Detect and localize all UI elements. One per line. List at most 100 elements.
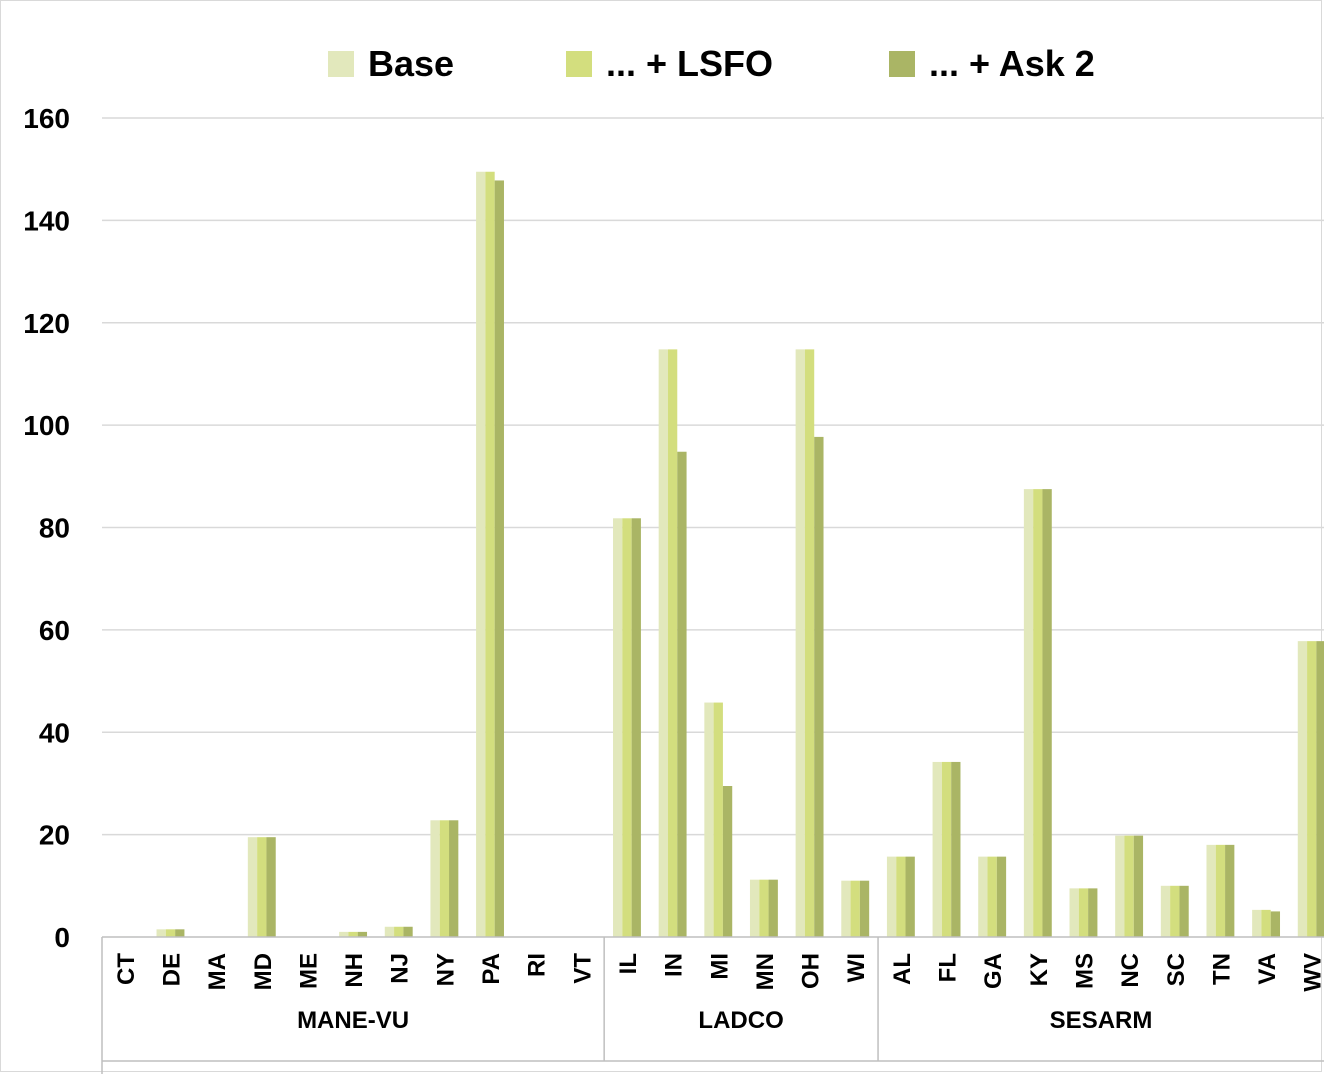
x-tick-label: FL: [935, 953, 962, 982]
x-tick-label: TN: [1208, 953, 1235, 985]
bar: [1206, 844, 1216, 937]
bar: [1078, 888, 1089, 937]
bar: [667, 349, 678, 937]
bar: [403, 926, 413, 937]
bar: [622, 518, 632, 937]
y-tick-label: 0: [54, 922, 70, 953]
bar: [257, 837, 267, 937]
bar: [1033, 489, 1043, 937]
bar: [996, 856, 1007, 937]
x-tick-label: NY: [432, 953, 459, 986]
bar: [1261, 909, 1271, 937]
bar: [1225, 844, 1235, 937]
bar: [677, 451, 687, 937]
bar: [713, 702, 723, 937]
bar: [430, 820, 440, 937]
legend-label-ask2: ... + Ask 2: [929, 43, 1095, 84]
bar: [1042, 489, 1052, 937]
x-tick-label: OH: [798, 953, 825, 989]
group-label: SESARM: [1050, 1007, 1153, 1034]
legend-item-lsfo: ... + LSFO: [566, 40, 773, 88]
x-tick-label: MS: [1071, 953, 1098, 989]
bar: [941, 761, 952, 937]
legend-label-base: Base: [368, 43, 455, 84]
bar: [859, 880, 870, 937]
bar: [768, 879, 778, 937]
x-tick-label: IN: [661, 953, 688, 977]
x-tick-label: VA: [1254, 953, 1281, 985]
bar: [1088, 888, 1098, 937]
x-tick-label: ME: [295, 953, 322, 989]
y-tick-label: 20: [39, 820, 70, 851]
x-tick-label: MA: [204, 953, 231, 990]
y-tick-label: 100: [23, 410, 70, 441]
bar: [704, 702, 714, 937]
x-tick-label: NC: [1117, 953, 1144, 988]
axes: 0 20 40 60 80 100 120 140 160 CT DE MA MD ME NH NJ NY PA R…: [23, 103, 1324, 1074]
x-tick-label: CT: [113, 953, 140, 985]
bar: [1252, 909, 1262, 937]
bar: [156, 929, 166, 937]
bar: [749, 879, 760, 937]
y-tick-label: 120: [23, 308, 70, 339]
y-tick-label: 160: [23, 103, 70, 134]
bar: [439, 820, 450, 937]
legend-label-lsfo: ... + LSFO: [606, 43, 774, 84]
x-tick-label: MN: [752, 953, 779, 990]
x-tick-label: MI: [706, 953, 733, 980]
bar: [905, 856, 915, 937]
bar: [494, 180, 504, 937]
bar: [266, 837, 276, 937]
x-tick-label: PA: [478, 953, 505, 985]
bar: [175, 929, 185, 937]
bar: [987, 856, 997, 937]
bar: [1270, 911, 1281, 937]
bar: [613, 518, 623, 937]
group-label: LADCO: [698, 1007, 783, 1034]
bar: [1069, 888, 1079, 937]
bar: [1115, 835, 1125, 937]
bars: [110, 171, 1324, 937]
x-tick-label: GA: [980, 953, 1007, 989]
bar: [795, 349, 805, 937]
x-tick-label: SC: [1163, 953, 1190, 986]
bar: [1179, 885, 1189, 937]
bar: [339, 931, 349, 937]
x-tick-label: WI: [843, 953, 870, 982]
bar: [1133, 835, 1144, 937]
legend-swatch-lsfo: [566, 51, 592, 77]
gridlines: [102, 117, 1324, 836]
legend: Base ... + LSFO ... + Ask 2: [0, 40, 1324, 88]
group-label: MANE-VU: [297, 1007, 409, 1034]
x-tick-label: VT: [569, 953, 596, 984]
bar: [165, 929, 176, 937]
x-tick-label: KY: [1026, 953, 1053, 986]
bar: [384, 926, 395, 937]
bar: [896, 856, 906, 937]
bar: [658, 349, 668, 937]
bar: [850, 880, 860, 937]
x-tick-label: WV: [1300, 953, 1324, 992]
bar: [841, 880, 851, 937]
bar: [759, 879, 769, 937]
bar: [485, 171, 495, 937]
x-tick-label: AL: [889, 953, 916, 985]
x-tick-label: IL: [615, 953, 642, 974]
bar: [804, 349, 815, 937]
y-tick-label: 80: [39, 513, 70, 544]
bar: [357, 931, 368, 937]
bar: [814, 436, 824, 937]
x-tick-label: NJ: [387, 953, 414, 984]
bar: [932, 761, 942, 937]
bar: [951, 761, 961, 937]
y-tick-label: 60: [39, 615, 70, 646]
bar: [1023, 489, 1034, 937]
x-tick-label: RI: [524, 953, 551, 977]
bar: [722, 786, 733, 937]
bar: [247, 837, 258, 937]
bar: [886, 856, 897, 937]
bar: [1215, 844, 1226, 937]
bar: [348, 931, 358, 937]
